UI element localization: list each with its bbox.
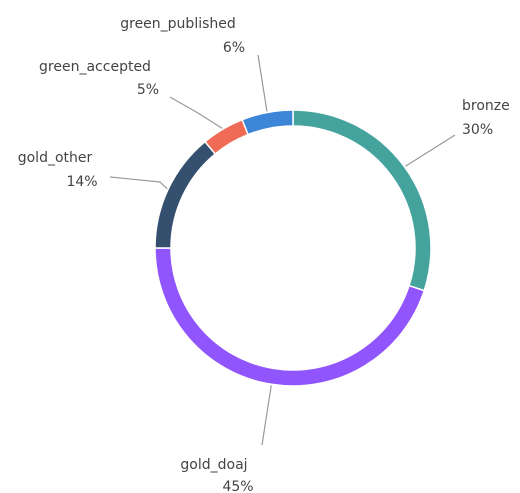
segment-label: gold_other (18, 150, 93, 166)
leader-line (405, 134, 456, 167)
segment-value-label: 6% (223, 40, 245, 56)
donut-segment (154, 140, 217, 249)
segment-value-label: 45% (222, 479, 253, 493)
donut-segment (292, 109, 432, 292)
segment-value-label: 5% (137, 82, 159, 98)
donut-segment (241, 109, 294, 136)
leader-line (261, 385, 272, 446)
donut-segment (154, 247, 426, 387)
segment-label: gold_doaj (180, 457, 247, 473)
segment-label: green_accepted (39, 59, 151, 75)
segment-value-label: 30% (462, 122, 493, 138)
segment-value-label: 14% (66, 174, 97, 190)
leader-line (257, 54, 268, 112)
segment-label: green_published (120, 16, 236, 32)
donut-segment (203, 118, 250, 156)
leader-line (169, 96, 223, 129)
segment-label: bronze (462, 98, 510, 114)
leader-line (109, 176, 168, 190)
